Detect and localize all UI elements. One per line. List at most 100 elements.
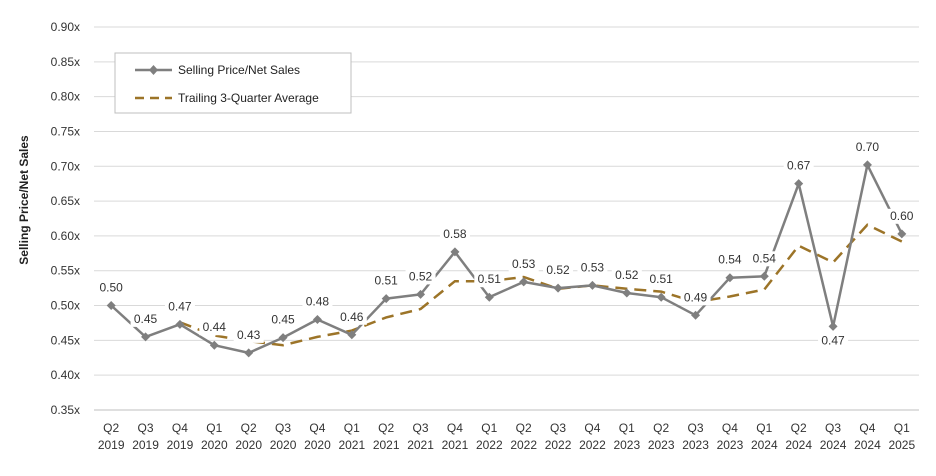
- data-point-marker: [587, 280, 597, 290]
- x-tick-year: 2023: [682, 438, 709, 452]
- x-tick-year: 2024: [820, 438, 847, 452]
- y-tick-label: 0.55x: [51, 264, 80, 278]
- data-label: 0.58: [443, 227, 467, 241]
- y-tick-label: 0.35x: [51, 403, 80, 417]
- x-tick-quarter: Q1: [894, 421, 910, 435]
- x-tick-quarter: Q2: [653, 421, 669, 435]
- data-label-bg: [680, 290, 711, 306]
- x-tick-year: 2022: [545, 438, 572, 452]
- y-tick-label: 0.75x: [51, 124, 80, 138]
- x-tick-year: 2020: [235, 438, 262, 452]
- data-point-marker: [416, 289, 426, 299]
- y-tick-label: 0.60x: [51, 229, 80, 243]
- data-label-bg: [336, 309, 367, 325]
- x-tick-quarter: Q4: [722, 421, 738, 435]
- x-tick-year: 2022: [510, 438, 537, 452]
- data-point-marker: [175, 319, 185, 329]
- data-label: 0.54: [753, 251, 777, 265]
- data-label-bg: [749, 251, 780, 267]
- data-label-bg: [577, 260, 608, 276]
- x-tick-year: 2024: [751, 438, 778, 452]
- data-point-marker: [897, 229, 907, 239]
- legend-box: [114, 52, 352, 114]
- x-tick-quarter: Q2: [241, 421, 257, 435]
- y-tick-label: 0.45x: [51, 333, 80, 347]
- x-tick-year: 2021: [338, 438, 365, 452]
- data-label-bg: [646, 272, 677, 288]
- data-label-bg: [611, 268, 642, 284]
- x-tick-quarter: Q1: [481, 421, 497, 435]
- x-tick-year: 2020: [304, 438, 331, 452]
- x-tick-quarter: Q2: [103, 421, 119, 435]
- data-label-bg: [783, 158, 814, 174]
- data-labels: 0.50 0.45 0.47 0.44 0.43 0.45 0.48 0.46 0.51 0.52…: [96, 139, 917, 349]
- x-tick-year: 2023: [613, 438, 640, 452]
- trailing-average-series: [179, 223, 903, 347]
- x-tick-quarter: Q1: [206, 421, 222, 435]
- data-label-bg: [130, 311, 161, 327]
- y-tick-label: 0.40x: [51, 368, 80, 382]
- data-label-bg: [371, 273, 402, 289]
- x-tick-quarter: Q3: [825, 421, 841, 435]
- data-point-marker: [312, 314, 322, 324]
- data-point-marker: [862, 160, 872, 170]
- legend-marker-diamond: [149, 65, 158, 75]
- y-axis-label: Selling Price/Net Sales: [17, 135, 31, 265]
- data-point-marker: [141, 332, 151, 342]
- data-label: 0.48: [306, 294, 330, 308]
- data-label-bg: [474, 272, 505, 288]
- data-label: 0.54: [718, 253, 742, 267]
- x-tick-quarter: Q3: [550, 421, 566, 435]
- data-label: 0.60: [890, 209, 914, 223]
- data-label-bg: [439, 226, 470, 242]
- data-label: 0.50: [100, 281, 124, 295]
- data-point-marker: [759, 271, 769, 281]
- y-axis-ticks: 0.35x 0.40x 0.45x 0.50x 0.55x 0.60x 0.65x 0.70x…: [51, 20, 80, 417]
- x-tick-quarter: Q4: [309, 421, 325, 435]
- x-tick-quarter: Q4: [172, 421, 188, 435]
- data-label: 0.67: [787, 159, 811, 173]
- data-point-marker: [278, 333, 288, 343]
- data-point-marker: [244, 348, 254, 358]
- x-tick-quarter: Q2: [791, 421, 807, 435]
- legend-label-trailing-average: Trailing 3-Quarter Average: [178, 91, 319, 105]
- data-label: 0.51: [478, 272, 502, 286]
- x-tick-quarter: Q2: [516, 421, 532, 435]
- x-tick-year: 2022: [476, 438, 503, 452]
- selling-price-line: [110, 163, 903, 355]
- data-label-bg: [405, 269, 436, 285]
- x-tick-quarter: Q1: [756, 421, 772, 435]
- data-label-bg: [268, 312, 299, 328]
- y-tick-label: 0.90x: [51, 20, 80, 34]
- x-tick-quarter: Q3: [688, 421, 704, 435]
- x-tick-quarter: Q3: [138, 421, 154, 435]
- data-label-bg: [164, 299, 195, 315]
- x-tick-year: 2024: [785, 438, 812, 452]
- data-label: 0.52: [615, 268, 639, 282]
- x-tick-quarter: Q4: [584, 421, 600, 435]
- x-tick-year: 2025: [888, 438, 915, 452]
- data-label: 0.53: [512, 257, 536, 271]
- legend-label-selling-price: Selling Price/Net Sales: [178, 63, 300, 77]
- x-tick-year: 2023: [648, 438, 675, 452]
- data-point-marker: [725, 273, 735, 283]
- data-label-bg: [818, 333, 849, 349]
- data-point-marker: [553, 283, 563, 293]
- data-label: 0.70: [856, 140, 880, 154]
- data-label: 0.52: [409, 269, 433, 283]
- data-label: 0.43: [237, 328, 261, 342]
- x-tick-year: 2021: [373, 438, 400, 452]
- y-tick-label: 0.70x: [51, 159, 80, 173]
- data-label: 0.46: [340, 310, 364, 324]
- data-label: 0.47: [168, 299, 192, 313]
- y-tick-label: 0.80x: [51, 90, 80, 104]
- data-point-marker: [691, 310, 701, 320]
- data-label-bg: [199, 320, 230, 336]
- x-tick-year: 2020: [270, 438, 297, 452]
- x-tick-year: 2019: [98, 438, 125, 452]
- x-tick-quarter: Q3: [413, 421, 429, 435]
- data-label-bg: [543, 263, 574, 279]
- data-point-marker: [656, 292, 666, 302]
- data-point-marker: [347, 330, 357, 340]
